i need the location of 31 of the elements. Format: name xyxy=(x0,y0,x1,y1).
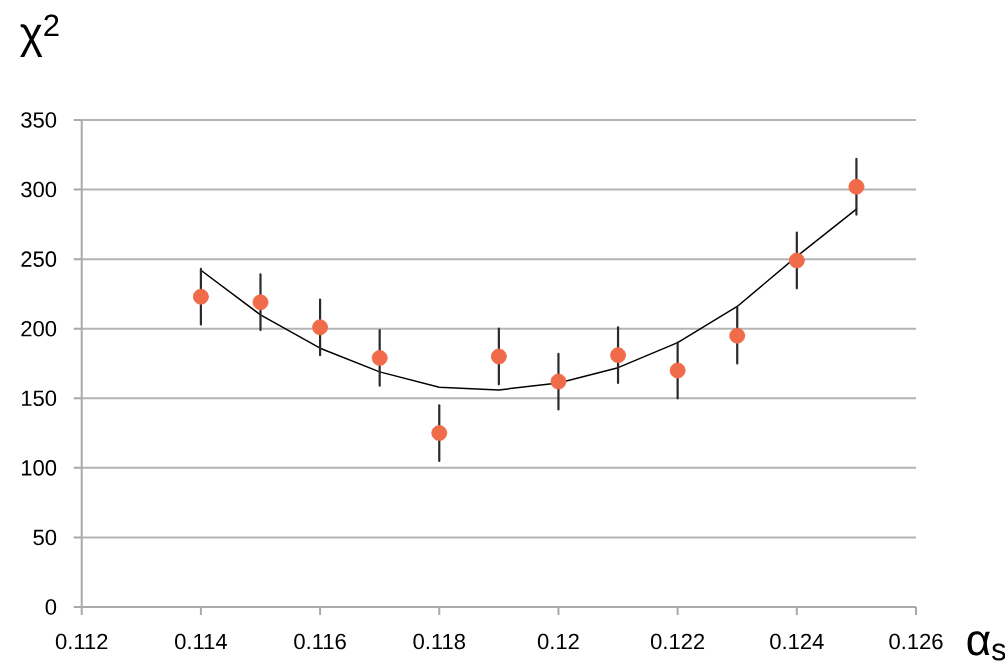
x-axis-title: α$_{s}$ xyxy=(967,631,1005,661)
point xyxy=(729,327,746,344)
y-tick-label: 150 xyxy=(21,390,57,407)
x-tick-label: 0.118 xyxy=(413,633,466,650)
y-tick-label: 0 xyxy=(45,599,57,615)
point xyxy=(252,294,269,311)
point xyxy=(490,348,507,365)
y-axis-title: χ$^{2}$ xyxy=(20,14,59,58)
point xyxy=(371,350,388,366)
point xyxy=(848,178,865,195)
x-tick-label: 0.12 xyxy=(537,633,579,650)
point xyxy=(550,373,567,390)
y-tick-label: 250 xyxy=(21,251,57,267)
point xyxy=(788,252,805,269)
point xyxy=(431,425,448,441)
point xyxy=(193,288,209,305)
point xyxy=(610,347,626,364)
point xyxy=(669,362,686,379)
x-tick-label: 0.112 xyxy=(55,633,108,650)
y-tick-label: 200 xyxy=(21,320,57,337)
y-tick-label: 50 xyxy=(33,529,57,546)
x-tick-label: 0.116 xyxy=(294,633,346,650)
x-tick-label: 0.122 xyxy=(650,633,705,650)
y-tick-label: 300 xyxy=(21,181,57,198)
x-tick-label: 0.124 xyxy=(770,633,824,650)
x-tick-label: 0.126 xyxy=(889,633,943,650)
x-tick-label: 0.114 xyxy=(175,633,227,650)
y-tick-label: 350 xyxy=(21,112,57,128)
line-series xyxy=(200,208,858,391)
point xyxy=(312,319,328,336)
y-tick-label: 100 xyxy=(21,460,57,476)
